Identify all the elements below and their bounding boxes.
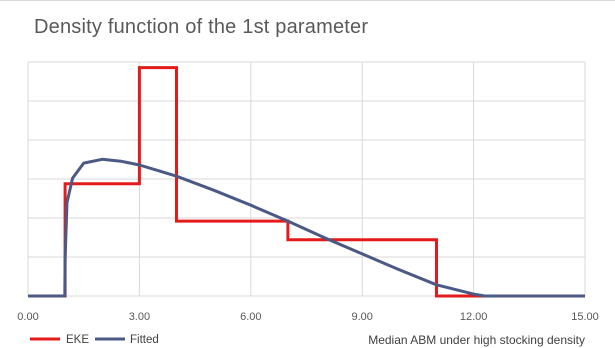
- series-line-fitted: [28, 157, 585, 298]
- x-axis-ticks: 0.00 3.00 6.00 9.00 12.00 15.00: [17, 311, 598, 323]
- series-line-eke: [28, 66, 585, 298]
- top-divider: [0, 0, 615, 1]
- x-tick-label: 12.00: [460, 311, 488, 323]
- series-layer: [28, 66, 585, 298]
- x-tick-label: 9.00: [351, 311, 372, 323]
- chart-title: Density function of the 1st parameter: [34, 16, 369, 38]
- legend: EKE Fitted: [30, 334, 159, 346]
- x-tick-label: 3.00: [129, 311, 150, 323]
- grid: [27, 61, 586, 297]
- legend-label-eke: EKE: [66, 334, 89, 346]
- x-tick-label: 0.00: [17, 311, 38, 323]
- legend-label-fitted: Fitted: [130, 334, 159, 346]
- x-tick-label: 6.00: [240, 311, 261, 323]
- x-axis-title: Median ABM under high stocking density: [368, 333, 585, 347]
- x-tick-label: 15.00: [571, 311, 599, 323]
